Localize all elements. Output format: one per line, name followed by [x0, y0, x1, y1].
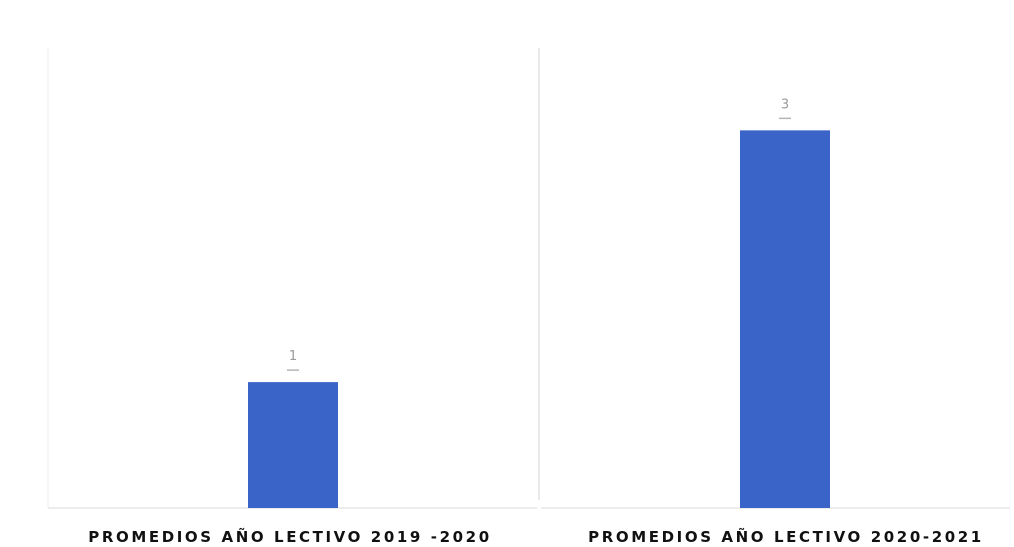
chart-panels: 1 PROMEDIOS AÑO LECTIVO 2019 -2020 3 PROMED…: [47, 48, 1010, 546]
bar-1: [248, 382, 338, 508]
bar-2: [740, 130, 830, 508]
category-label-2: PROMEDIOS AÑO LECTIVO 2020-2021: [588, 527, 984, 546]
data-label-2: 3: [781, 97, 789, 112]
category-label-1: PROMEDIOS AÑO LECTIVO 2019 -2020: [88, 527, 492, 546]
data-label-1: 1: [289, 349, 297, 364]
